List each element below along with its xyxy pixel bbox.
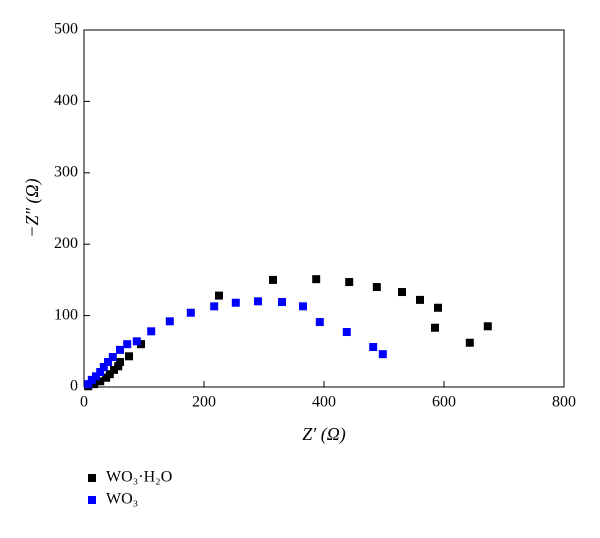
data-point <box>345 278 354 287</box>
y-tick-label: 300 <box>54 163 78 180</box>
data-point <box>215 291 223 300</box>
legend-label: WO₃·H₂O <box>106 469 172 486</box>
x-tick-label: 800 <box>552 394 576 411</box>
y-tick-label: 0 <box>70 378 78 395</box>
y-axis-label: −Z″ (Ω) <box>22 178 43 237</box>
data-point <box>431 323 439 332</box>
data-point <box>165 317 174 326</box>
data-point <box>278 298 286 307</box>
y-tick-label: 100 <box>54 306 78 323</box>
data-point <box>299 302 307 311</box>
data-point <box>137 340 145 349</box>
data-point <box>312 275 321 284</box>
data-point <box>186 308 195 317</box>
data-point <box>231 298 240 307</box>
data-point <box>254 297 262 306</box>
data-point <box>132 337 141 346</box>
legend-swatch <box>88 496 96 504</box>
data-point <box>92 372 100 381</box>
y-tick-label: 200 <box>54 235 78 252</box>
legend-label: WO₃ <box>106 491 138 508</box>
data-point <box>116 358 124 367</box>
data-point <box>147 327 156 336</box>
x-tick-label: 0 <box>80 394 88 411</box>
data-point <box>465 338 474 347</box>
x-tick-label: 600 <box>432 394 456 411</box>
data-point <box>398 288 406 297</box>
y-tick-label: 400 <box>54 92 78 109</box>
data-point <box>96 377 105 386</box>
data-point <box>342 328 351 337</box>
data-point <box>90 380 99 389</box>
data-point <box>123 340 132 349</box>
data-point <box>269 275 277 284</box>
data-point <box>434 303 442 312</box>
data-point <box>116 345 124 354</box>
data-point <box>372 283 381 292</box>
data-point <box>108 353 117 362</box>
legend-swatch <box>88 474 96 482</box>
data-point <box>315 318 324 327</box>
data-point <box>416 295 424 304</box>
y-tick-label: 500 <box>54 21 78 38</box>
data-point <box>483 322 492 331</box>
plot-frame <box>83 29 565 388</box>
x-tick-label: 200 <box>192 394 216 411</box>
data-point <box>210 302 219 311</box>
data-point <box>105 370 114 379</box>
data-point <box>84 380 93 389</box>
data-point <box>125 352 133 361</box>
data-point <box>96 368 105 377</box>
data-point <box>87 375 96 384</box>
data-point <box>104 358 112 367</box>
data-point <box>369 343 378 352</box>
x-tick-label: 400 <box>312 394 336 411</box>
data-point <box>378 350 387 359</box>
data-point <box>114 362 123 371</box>
data-point <box>110 365 118 374</box>
x-axis-label: Z′ (Ω) <box>302 424 345 445</box>
data-point <box>99 363 108 372</box>
